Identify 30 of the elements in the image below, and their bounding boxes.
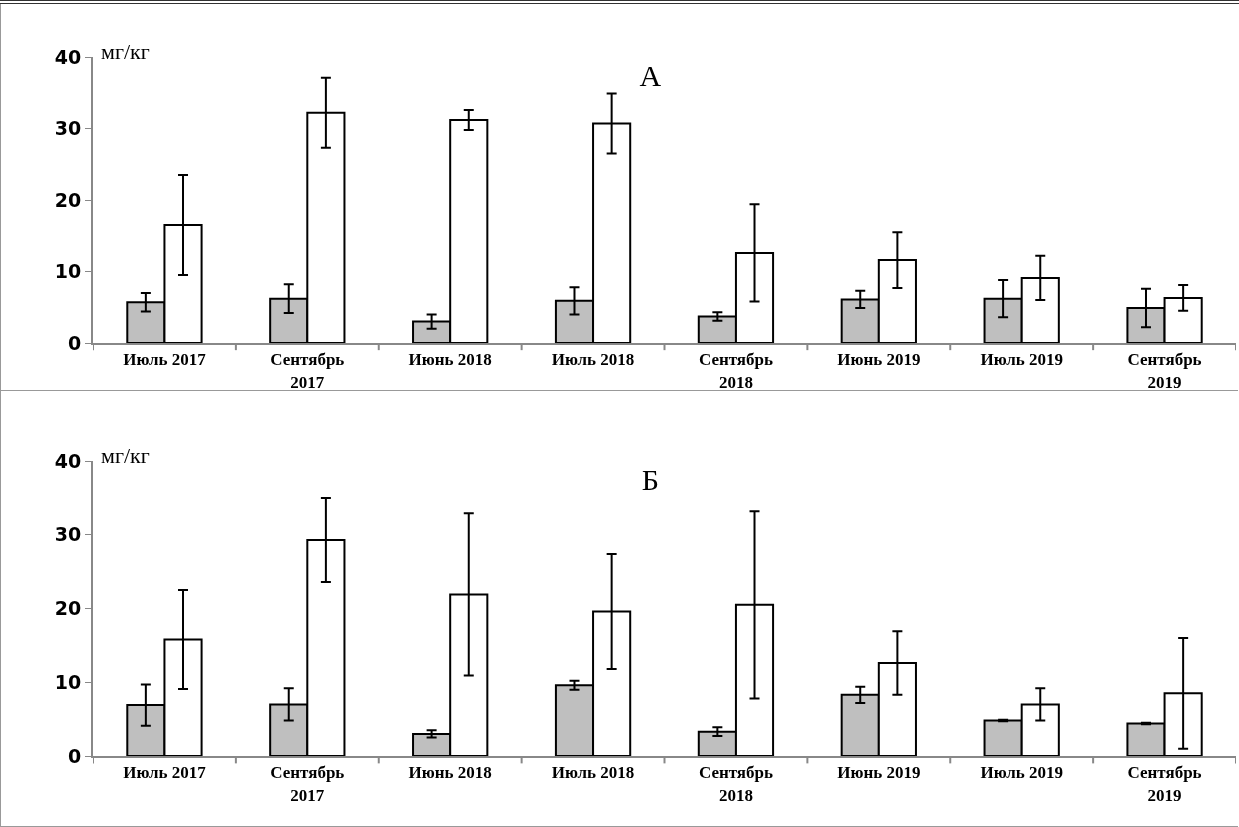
chart-title: Б (641, 462, 660, 496)
x-tick-label: Сентябрь 2017 (270, 763, 345, 805)
x-tick-label: Сентябрь 2017 (270, 350, 345, 392)
x-tick-label: Июль 2019 (980, 350, 1063, 370)
x-tick-label: Сентябрь 2018 (698, 763, 773, 805)
chart-title: А (639, 58, 662, 92)
x-tick-label: Сентябрь 2019 (1127, 350, 1202, 392)
x-tick-label: Сентябрь 2019 (1127, 763, 1202, 805)
x-tick-label: Июнь 2018 (408, 763, 492, 783)
x-tick-label: Июль 2018 (551, 763, 635, 783)
x-tick-label: Июль 2018 (551, 350, 635, 370)
y-tick-label: 30 (54, 117, 82, 140)
y-tick-label: 10 (54, 670, 82, 693)
x-tick-label: Июнь 2018 (408, 350, 492, 370)
y-tick-label: 30 (54, 523, 82, 546)
y-tick-label: 40 (54, 449, 82, 472)
y-tick-label: 40 (54, 45, 82, 68)
x-tick-label: Июнь 2019 (837, 763, 921, 783)
x-tick-label: Июль 2017 (123, 350, 207, 370)
y-axis-title: мг/кг (101, 39, 150, 64)
y-tick-label: 20 (54, 597, 82, 620)
y-tick-label: 10 (54, 260, 82, 283)
x-tick-label: Июль 2017 (123, 763, 207, 783)
y-tick-label: 0 (67, 331, 82, 354)
y-tick-label: 0 (67, 744, 82, 767)
x-tick-label: Июнь 2019 (837, 350, 921, 370)
x-tick-label: Сентябрь 2018 (698, 350, 773, 392)
x-tick-label: Июль 2019 (980, 763, 1063, 783)
y-tick-label: 20 (54, 188, 82, 211)
y-axis-title: мг/кг (101, 443, 150, 468)
